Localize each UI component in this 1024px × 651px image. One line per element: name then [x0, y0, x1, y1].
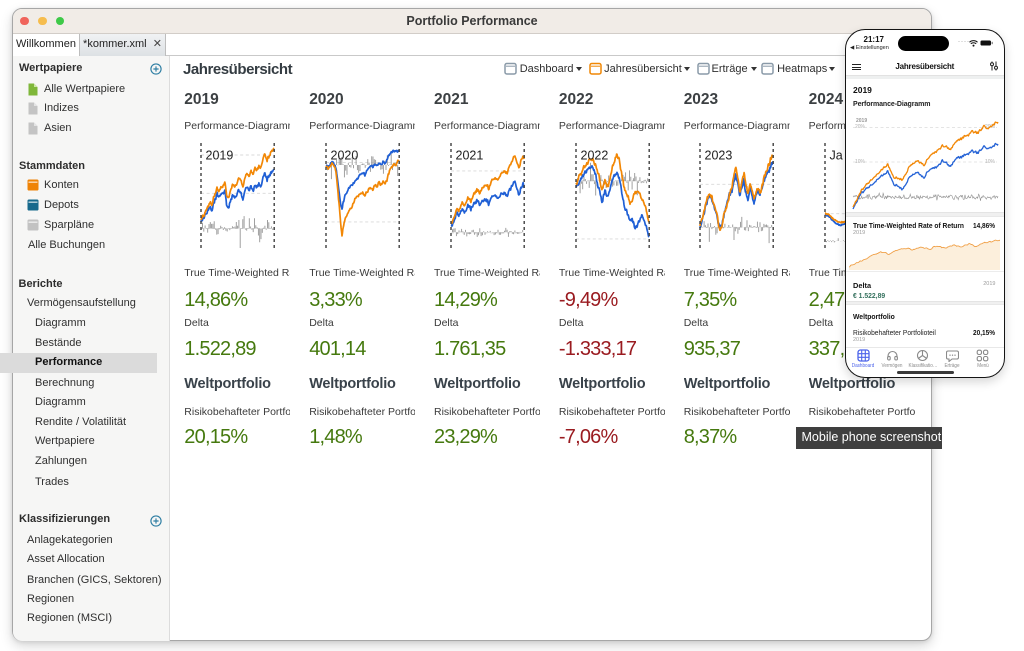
svg-text:Ja: Ja	[830, 149, 843, 163]
svg-text:2022: 2022	[580, 149, 608, 163]
svg-text:2023: 2023	[705, 149, 733, 163]
svg-text:2020: 2020	[330, 149, 358, 163]
svg-text:2019: 2019	[205, 149, 233, 163]
svg-text:2021: 2021	[455, 149, 483, 163]
